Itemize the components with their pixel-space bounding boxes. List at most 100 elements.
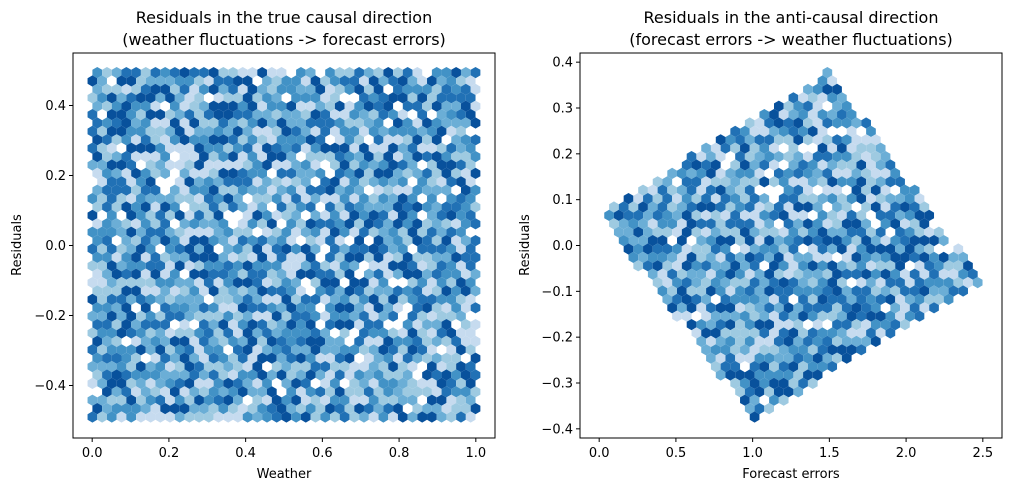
hex-cell <box>131 83 141 95</box>
hex-cell <box>252 176 263 188</box>
hex-cell <box>92 117 103 129</box>
hex-cell <box>247 117 258 129</box>
hex-cell <box>252 327 263 339</box>
hex-cell <box>126 209 137 221</box>
hex-cell <box>383 369 394 381</box>
hex-cell <box>199 319 209 331</box>
hex-cell <box>676 201 687 213</box>
hex-cell <box>470 319 481 331</box>
hex-cell <box>436 327 447 339</box>
hex-cell <box>431 83 442 95</box>
hex-cell <box>247 386 258 398</box>
hex-cell <box>623 243 634 255</box>
hex-cell <box>203 361 214 373</box>
hex-cell <box>812 151 823 163</box>
hex-cell <box>436 260 447 272</box>
hex-cell <box>286 335 297 347</box>
hex-cell <box>218 335 229 347</box>
hex-cell <box>870 285 881 297</box>
hex-cell <box>701 209 711 221</box>
hex-cell <box>436 209 447 221</box>
hex-cell <box>102 151 112 163</box>
hex-cell <box>121 369 132 381</box>
hex-cell <box>102 218 112 230</box>
hex-cell <box>446 109 457 121</box>
hex-cell <box>446 176 457 188</box>
hex-cell <box>890 201 901 213</box>
hex-cell <box>291 377 301 389</box>
hex-cell <box>334 83 345 95</box>
hex-cell <box>397 209 408 221</box>
hex-cell <box>764 352 774 364</box>
hex-cell <box>237 83 248 95</box>
hex-cell <box>754 201 765 213</box>
y-tick-label: −0.2 <box>34 309 66 324</box>
hex-cell <box>422 201 432 213</box>
hex-cell <box>667 201 677 213</box>
hex-cell <box>866 293 876 305</box>
hex-cell <box>436 92 447 104</box>
hex-cell <box>208 83 219 95</box>
hex-cell <box>754 319 765 331</box>
hex-cell <box>900 302 910 314</box>
hex-cell <box>266 184 277 196</box>
hex-cell <box>451 151 461 163</box>
hex-cell <box>378 293 389 305</box>
hex-cell <box>233 159 243 171</box>
hex-cell <box>145 377 156 389</box>
hex-cell <box>363 386 374 398</box>
hex-cell <box>354 151 364 163</box>
hex-cell <box>749 142 760 154</box>
hex-cell <box>286 151 297 163</box>
hex-cell <box>407 293 418 305</box>
hex-cell <box>155 377 166 389</box>
hex-cell <box>778 109 789 121</box>
hex-cell <box>271 109 282 121</box>
hex-cell <box>460 369 471 381</box>
hex-cell <box>179 302 190 314</box>
hex-cell <box>456 193 466 205</box>
hex-cell <box>846 193 857 205</box>
hex-cell <box>388 209 398 221</box>
hex-cell <box>320 394 331 406</box>
hex-cell <box>106 277 117 289</box>
hex-cell <box>184 226 195 238</box>
hex-cell <box>247 151 258 163</box>
hex-cell <box>832 319 842 331</box>
hex-cell <box>189 235 200 247</box>
hex-cell <box>136 293 146 305</box>
hex-cell <box>150 369 161 381</box>
hex-cell <box>783 151 794 163</box>
hex-cell <box>233 411 243 423</box>
hex-cell <box>169 67 180 79</box>
hex-cell <box>460 285 471 297</box>
hex-cell <box>730 310 741 322</box>
hex-cell <box>436 75 447 87</box>
hex-cell <box>822 218 833 230</box>
hex-cell <box>759 327 770 339</box>
hex-cell <box>470 335 481 347</box>
hex-cell <box>199 251 209 263</box>
hex-cell <box>715 268 726 280</box>
hex-cell <box>131 251 141 263</box>
hex-cell <box>344 319 355 331</box>
hex-cell <box>281 361 292 373</box>
hex-cell <box>102 184 112 196</box>
hex-cell <box>296 369 306 381</box>
hex-cell <box>145 293 156 305</box>
hex-cell <box>150 235 161 247</box>
hex-cell <box>783 302 794 314</box>
hex-cell <box>427 310 437 322</box>
hex-cell <box>97 243 107 255</box>
hex-cell <box>706 285 716 297</box>
hex-cell <box>895 277 905 289</box>
hex-cell <box>237 335 248 347</box>
hex-cell <box>203 344 214 356</box>
hex-cell <box>720 277 731 289</box>
hex-cell <box>262 411 272 423</box>
hex-cell <box>320 327 331 339</box>
hex-cell <box>470 218 481 230</box>
hex-cell <box>140 285 151 297</box>
hex-cell <box>764 251 774 263</box>
hex-cell <box>344 201 355 213</box>
